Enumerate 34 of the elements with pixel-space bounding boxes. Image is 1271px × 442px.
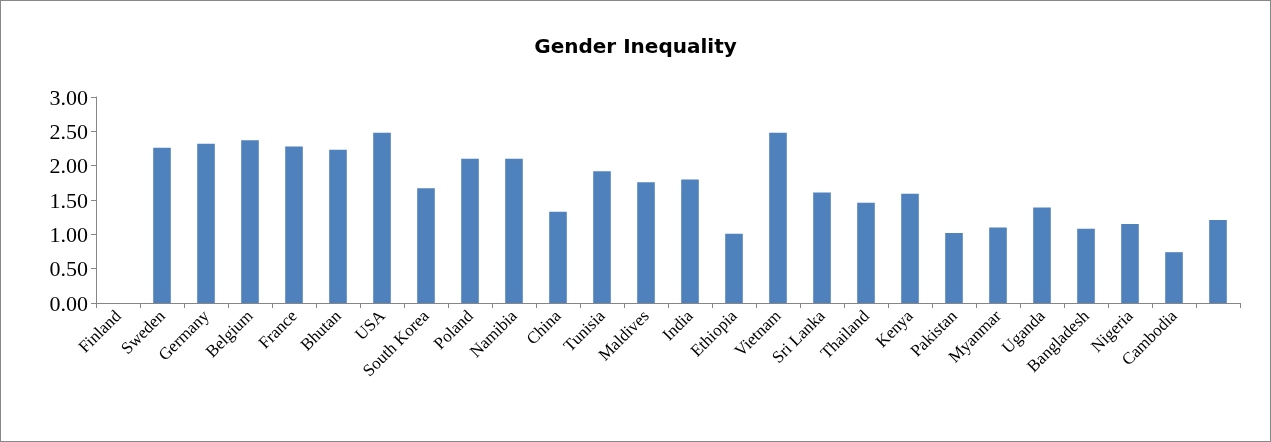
bar [681, 179, 699, 303]
bar [813, 192, 831, 303]
bar [197, 143, 215, 303]
bar [1077, 228, 1095, 303]
bar [417, 188, 435, 303]
bar [1033, 207, 1051, 303]
bar [329, 149, 347, 303]
bar [505, 158, 523, 303]
bar [1121, 224, 1139, 303]
bar [857, 202, 875, 303]
bar [285, 146, 303, 303]
x-tick-label: USA [351, 305, 390, 344]
bar [153, 147, 171, 303]
bar [593, 171, 611, 303]
bar [945, 232, 963, 303]
bar [549, 211, 567, 303]
bar [373, 132, 391, 303]
chart-title: Gender Inequality [534, 34, 737, 58]
y-tick-label: 0.50 [49, 256, 88, 282]
y-tick-label: 0.00 [49, 290, 88, 316]
bar [989, 227, 1007, 303]
y-tick-label: 2.00 [49, 153, 88, 179]
bar [901, 193, 919, 303]
y-tick-label: 1.00 [49, 221, 88, 247]
y-tick-label: 2.50 [49, 118, 88, 144]
bar [241, 140, 259, 303]
bar [769, 132, 787, 303]
bar [1209, 219, 1227, 303]
bar [725, 233, 743, 303]
bar [461, 158, 479, 303]
y-tick-label: 3.00 [49, 84, 88, 110]
y-tick-label: 1.50 [49, 187, 88, 213]
bar [637, 182, 655, 303]
bar [1165, 252, 1183, 303]
